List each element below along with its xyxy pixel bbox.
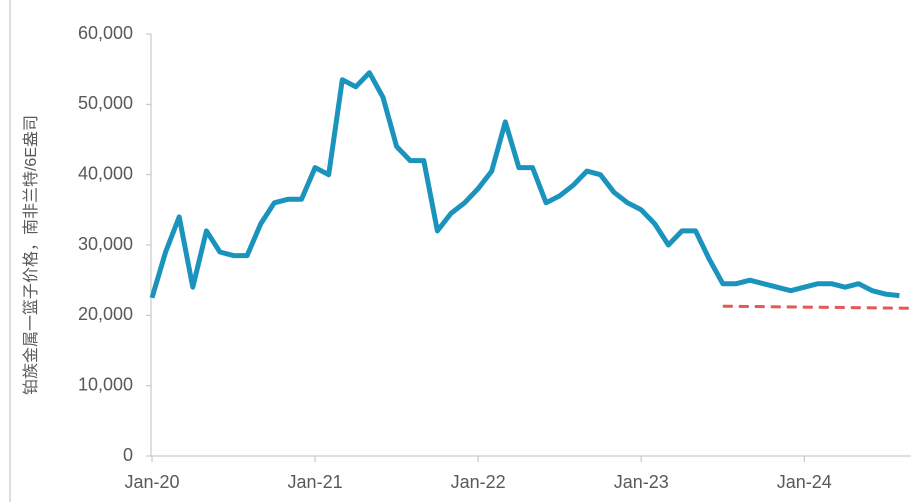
y-tick-label: 40,000 — [78, 163, 133, 183]
reference-line — [722, 304, 911, 310]
y-tick-label: 30,000 — [78, 234, 133, 254]
y-tick-label: 50,000 — [78, 93, 133, 113]
y-tick-label: 10,000 — [78, 374, 133, 394]
y-tick-label: 20,000 — [78, 304, 133, 324]
y-axis-label: 铂族金属一篮子价格，南非兰特/6E盎司 — [22, 115, 40, 395]
x-tick-label: Jan-20 — [124, 472, 179, 492]
x-tick-label: Jan-21 — [288, 472, 343, 492]
series-line — [149, 70, 900, 299]
x-tick-label: Jan-22 — [451, 472, 506, 492]
y-tick-label: 60,000 — [78, 23, 133, 43]
y-tick-label: 0 — [123, 445, 133, 465]
x-tick-label: Jan-23 — [614, 472, 669, 492]
x-tick-label: Jan-24 — [777, 472, 832, 492]
